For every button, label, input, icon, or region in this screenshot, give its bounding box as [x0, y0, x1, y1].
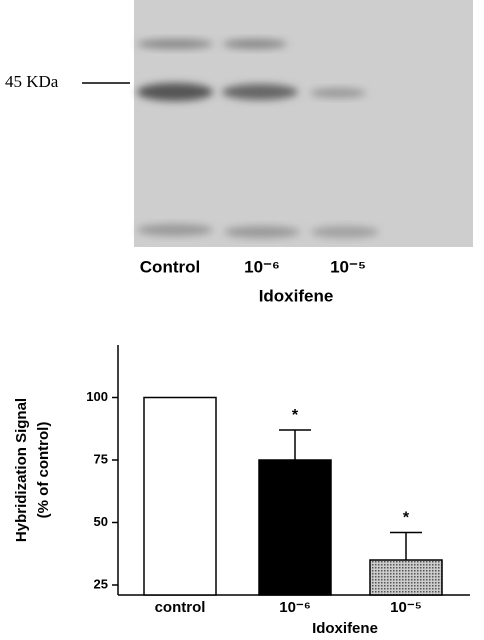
- lane-label: Control: [140, 257, 200, 276]
- bar: [258, 459, 332, 596]
- marker-label: 45 KDa: [5, 72, 59, 91]
- y-axis-label: (% of control): [35, 422, 52, 519]
- y-tick-label: 75: [94, 451, 108, 466]
- x-tick-label: 10⁻⁵: [390, 599, 422, 616]
- bar: [143, 396, 217, 596]
- y-tick-label: 100: [86, 389, 108, 404]
- x-axis-label: Idoxifene: [312, 620, 378, 637]
- lane-label: 10⁻⁵: [330, 257, 366, 276]
- treatment-label: Idoxifene: [259, 286, 334, 305]
- y-axis-label: Hybridization Signal: [13, 398, 30, 542]
- significance-marker: *: [292, 407, 299, 424]
- x-tick-label: 10⁻⁶: [279, 599, 311, 616]
- x-tick-label: control: [155, 599, 206, 616]
- bar: [369, 559, 443, 596]
- western-blot: 45 KDa Control 10⁻⁶ 10⁻⁵ Idoxifene: [5, 0, 473, 305]
- y-tick-label: 50: [94, 514, 108, 529]
- lane-label: 10⁻⁶: [244, 257, 280, 276]
- significance-marker: *: [403, 510, 410, 527]
- y-tick-label: 25: [94, 576, 108, 591]
